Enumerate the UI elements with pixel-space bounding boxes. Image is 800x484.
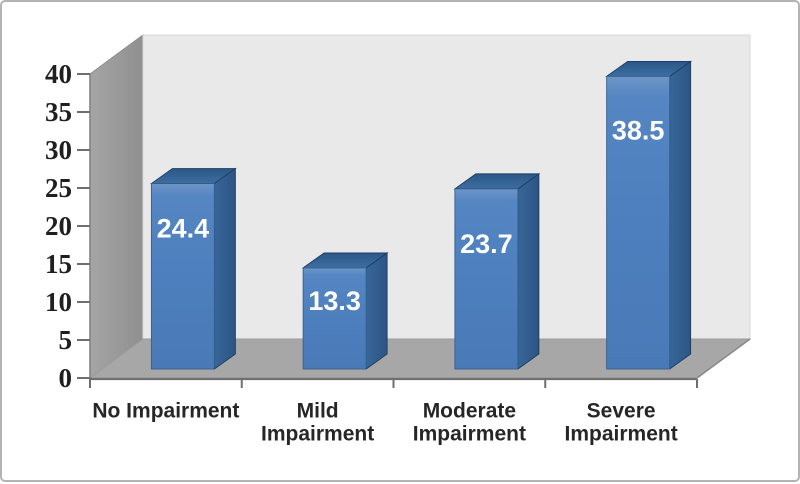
y-tick-label: 5: [59, 325, 73, 355]
y-tick-label: 20: [45, 211, 72, 241]
category-label-line: Impairment: [565, 423, 678, 446]
bar-side-face: [214, 169, 235, 369]
category-label-line: Impairment: [413, 423, 526, 446]
bar-value-label: 38.5: [612, 115, 665, 145]
y-tick-label: 10: [45, 287, 72, 317]
bar-value-label: 24.4: [157, 214, 210, 244]
y-tick-label: 0: [59, 363, 73, 393]
bar-severe-impairment: 38.5: [607, 61, 691, 369]
y-tick-label: 30: [45, 135, 72, 165]
side-wall: [90, 35, 143, 378]
bar-value-label: 13.3: [308, 286, 361, 316]
bar-side-face: [366, 253, 387, 369]
bar-mild-impairment: 13.3: [303, 253, 387, 369]
bar-moderate-impairment: 23.7: [455, 174, 539, 369]
category-label-line: Mild: [297, 400, 339, 423]
bar-no-impairment: 24.4: [151, 169, 235, 369]
bar-front-face: [303, 268, 366, 369]
bar-side-face: [670, 61, 691, 369]
category-label-line: Impairment: [261, 423, 374, 446]
bar-front-face: [455, 189, 518, 369]
bar-front-face: [151, 184, 214, 369]
category-label-line: Moderate: [423, 400, 516, 423]
category-label-line: No Impairment: [92, 400, 239, 423]
y-tick-label: 35: [45, 97, 72, 127]
category-label-line: Severe: [587, 400, 656, 423]
bar-value-label: 23.7: [460, 229, 513, 259]
bar-side-face: [518, 174, 539, 369]
category-label: No Impairment: [92, 400, 239, 423]
y-tick-label: 25: [45, 173, 72, 203]
y-tick-label: 15: [45, 249, 72, 279]
y-tick-label: 40: [45, 59, 72, 89]
